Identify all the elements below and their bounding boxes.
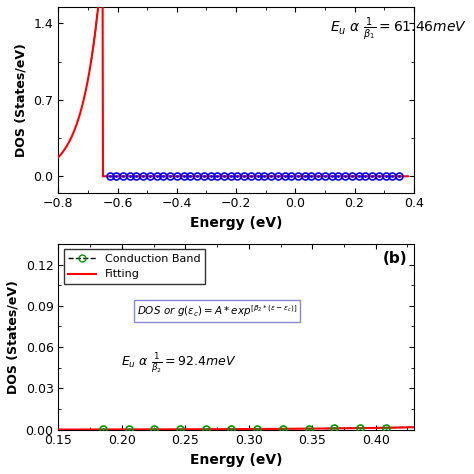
Y-axis label: DOS (States/eV): DOS (States/eV) bbox=[15, 43, 28, 157]
Text: $E_u\ \alpha\ \frac{1}{\beta_1} = 61.46meV$: $E_u\ \alpha\ \frac{1}{\beta_1} = 61.46m… bbox=[330, 15, 467, 42]
Text: $\mathit{DOS\ or\ g(\varepsilon_c) = A * exp^{[\beta_2*(\varepsilon - \varepsilo: $\mathit{DOS\ or\ g(\varepsilon_c) = A *… bbox=[137, 303, 297, 319]
Text: $E_u\ \alpha\ \frac{1}{\beta_2} = 92.4meV$: $E_u\ \alpha\ \frac{1}{\beta_2} = 92.4me… bbox=[121, 351, 237, 376]
Text: (b): (b) bbox=[383, 251, 408, 266]
X-axis label: Energy (eV): Energy (eV) bbox=[190, 216, 283, 230]
X-axis label: Energy (eV): Energy (eV) bbox=[190, 453, 283, 467]
Legend: Conduction Band, Fitting: Conduction Band, Fitting bbox=[64, 249, 205, 284]
Y-axis label: DOS (States/eV): DOS (States/eV) bbox=[7, 280, 20, 394]
